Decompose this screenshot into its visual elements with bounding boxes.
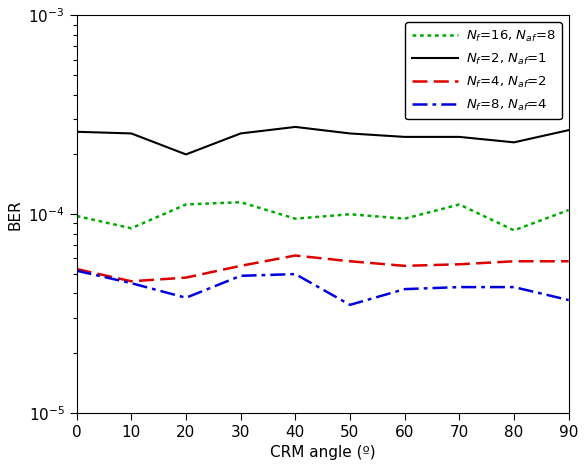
$N_f$=4, $N_{af}$=2 [456, 262, 463, 267]
$N_f$=2, $N_{af}$=1 [128, 131, 135, 136]
Line: $N_f$=2, $N_{af}$=1: $N_f$=2, $N_{af}$=1 [77, 127, 568, 154]
$N_f$=2, $N_{af}$=1 [346, 131, 353, 136]
$N_f$=4, $N_{af}$=2 [510, 258, 517, 264]
$N_f$=4, $N_{af}$=2 [346, 258, 353, 264]
$N_f$=8, $N_{af}$=4 [182, 295, 189, 300]
Y-axis label: BER: BER [8, 199, 23, 230]
Legend: $N_f$=16, $N_{af}$=8, $N_f$=2, $N_{af}$=1, $N_f$=4, $N_{af}$=2, $N_f$=8, $N_{af}: $N_f$=16, $N_{af}$=8, $N_f$=2, $N_{af}$=… [405, 22, 562, 119]
$N_f$=16, $N_{af}$=8 [292, 216, 299, 221]
$N_f$=16, $N_{af}$=8 [565, 207, 572, 213]
$N_f$=4, $N_{af}$=2 [182, 275, 189, 280]
$N_f$=4, $N_{af}$=2 [73, 266, 80, 272]
$N_f$=8, $N_{af}$=4 [292, 271, 299, 277]
$N_f$=16, $N_{af}$=8 [456, 202, 463, 207]
$N_f$=2, $N_{af}$=1 [73, 129, 80, 135]
$N_f$=2, $N_{af}$=1 [237, 131, 244, 136]
Line: $N_f$=4, $N_{af}$=2: $N_f$=4, $N_{af}$=2 [77, 256, 568, 281]
$N_f$=8, $N_{af}$=4 [401, 286, 408, 292]
$N_f$=2, $N_{af}$=1 [292, 124, 299, 130]
$N_f$=8, $N_{af}$=4 [456, 284, 463, 290]
$N_f$=8, $N_{af}$=4 [237, 273, 244, 278]
$N_f$=16, $N_{af}$=8 [346, 212, 353, 217]
$N_f$=16, $N_{af}$=8 [510, 227, 517, 233]
$N_f$=8, $N_{af}$=4 [510, 284, 517, 290]
$N_f$=8, $N_{af}$=4 [346, 302, 353, 307]
$N_f$=16, $N_{af}$=8 [401, 216, 408, 221]
Line: $N_f$=8, $N_{af}$=4: $N_f$=8, $N_{af}$=4 [77, 271, 568, 305]
$N_f$=4, $N_{af}$=2 [292, 253, 299, 258]
$N_f$=16, $N_{af}$=8 [128, 226, 135, 231]
$N_f$=4, $N_{af}$=2 [565, 258, 572, 264]
$N_f$=2, $N_{af}$=1 [456, 134, 463, 140]
$N_f$=16, $N_{af}$=8 [182, 202, 189, 207]
X-axis label: CRM angle (º): CRM angle (º) [270, 446, 376, 461]
$N_f$=8, $N_{af}$=4 [73, 268, 80, 273]
$N_f$=2, $N_{af}$=1 [401, 134, 408, 140]
$N_f$=4, $N_{af}$=2 [237, 263, 244, 269]
$N_f$=2, $N_{af}$=1 [510, 139, 517, 145]
$N_f$=16, $N_{af}$=8 [237, 199, 244, 205]
$N_f$=4, $N_{af}$=2 [401, 263, 408, 269]
$N_f$=2, $N_{af}$=1 [565, 127, 572, 133]
$N_f$=8, $N_{af}$=4 [128, 280, 135, 286]
$N_f$=16, $N_{af}$=8 [73, 213, 80, 219]
$N_f$=4, $N_{af}$=2 [128, 278, 135, 284]
Line: $N_f$=16, $N_{af}$=8: $N_f$=16, $N_{af}$=8 [77, 202, 568, 230]
$N_f$=2, $N_{af}$=1 [182, 152, 189, 157]
$N_f$=8, $N_{af}$=4 [565, 297, 572, 303]
